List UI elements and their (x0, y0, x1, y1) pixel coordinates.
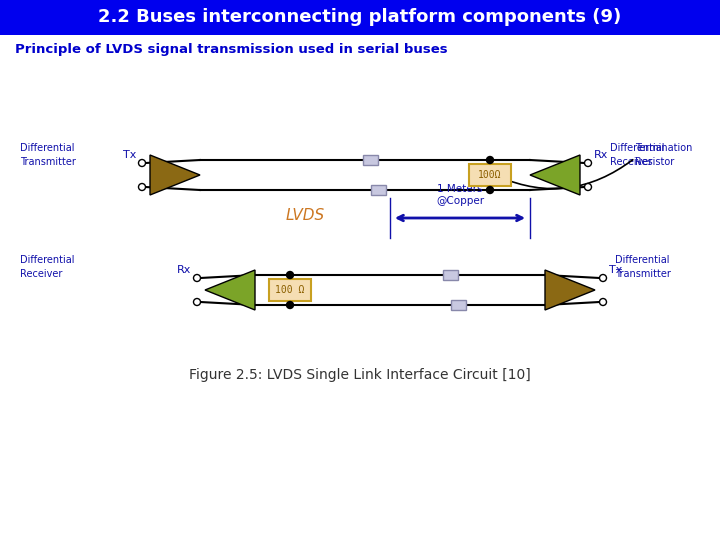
Text: Principle of LVDS signal transmission used in serial buses: Principle of LVDS signal transmission us… (15, 44, 448, 57)
Text: 2.2 Buses interconnecting platform components (9): 2.2 Buses interconnecting platform compo… (99, 9, 621, 26)
Circle shape (194, 274, 200, 281)
Text: Differential
Transmitter: Differential Transmitter (615, 255, 671, 279)
Circle shape (600, 299, 606, 306)
Circle shape (487, 157, 493, 164)
Circle shape (600, 274, 606, 281)
Text: Tx: Tx (122, 150, 136, 160)
Circle shape (138, 184, 145, 191)
Text: Differential
Transmitter: Differential Transmitter (20, 144, 76, 167)
Text: Termination
Resistor: Termination Resistor (635, 144, 693, 167)
Text: 1 Meters
@Copper: 1 Meters @Copper (436, 184, 484, 206)
Text: Figure 2.5: LVDS Single Link Interface Circuit [10]: Figure 2.5: LVDS Single Link Interface C… (189, 368, 531, 382)
Circle shape (138, 159, 145, 166)
Polygon shape (545, 270, 595, 310)
Bar (443, 270, 457, 280)
Text: Rx: Rx (594, 150, 608, 160)
Bar (269, 279, 311, 301)
Circle shape (585, 184, 592, 191)
Circle shape (287, 301, 294, 308)
Text: 100Ω: 100Ω (478, 170, 502, 180)
Text: Tx: Tx (609, 265, 622, 275)
Text: LVDS: LVDS (285, 207, 325, 222)
Polygon shape (530, 155, 580, 195)
Circle shape (585, 159, 592, 166)
Text: Rx: Rx (176, 265, 191, 275)
Circle shape (487, 186, 493, 193)
Bar (469, 164, 511, 186)
Polygon shape (205, 270, 255, 310)
Bar (451, 300, 466, 310)
Circle shape (194, 299, 200, 306)
Bar (362, 155, 377, 165)
Bar (0, 0, 720, 35)
Bar (371, 185, 385, 195)
Text: Differential
Receiver: Differential Receiver (610, 144, 665, 167)
Circle shape (287, 272, 294, 279)
Polygon shape (150, 155, 200, 195)
Text: Differential
Receiver: Differential Receiver (20, 255, 74, 279)
Text: 100 Ω: 100 Ω (275, 285, 305, 295)
